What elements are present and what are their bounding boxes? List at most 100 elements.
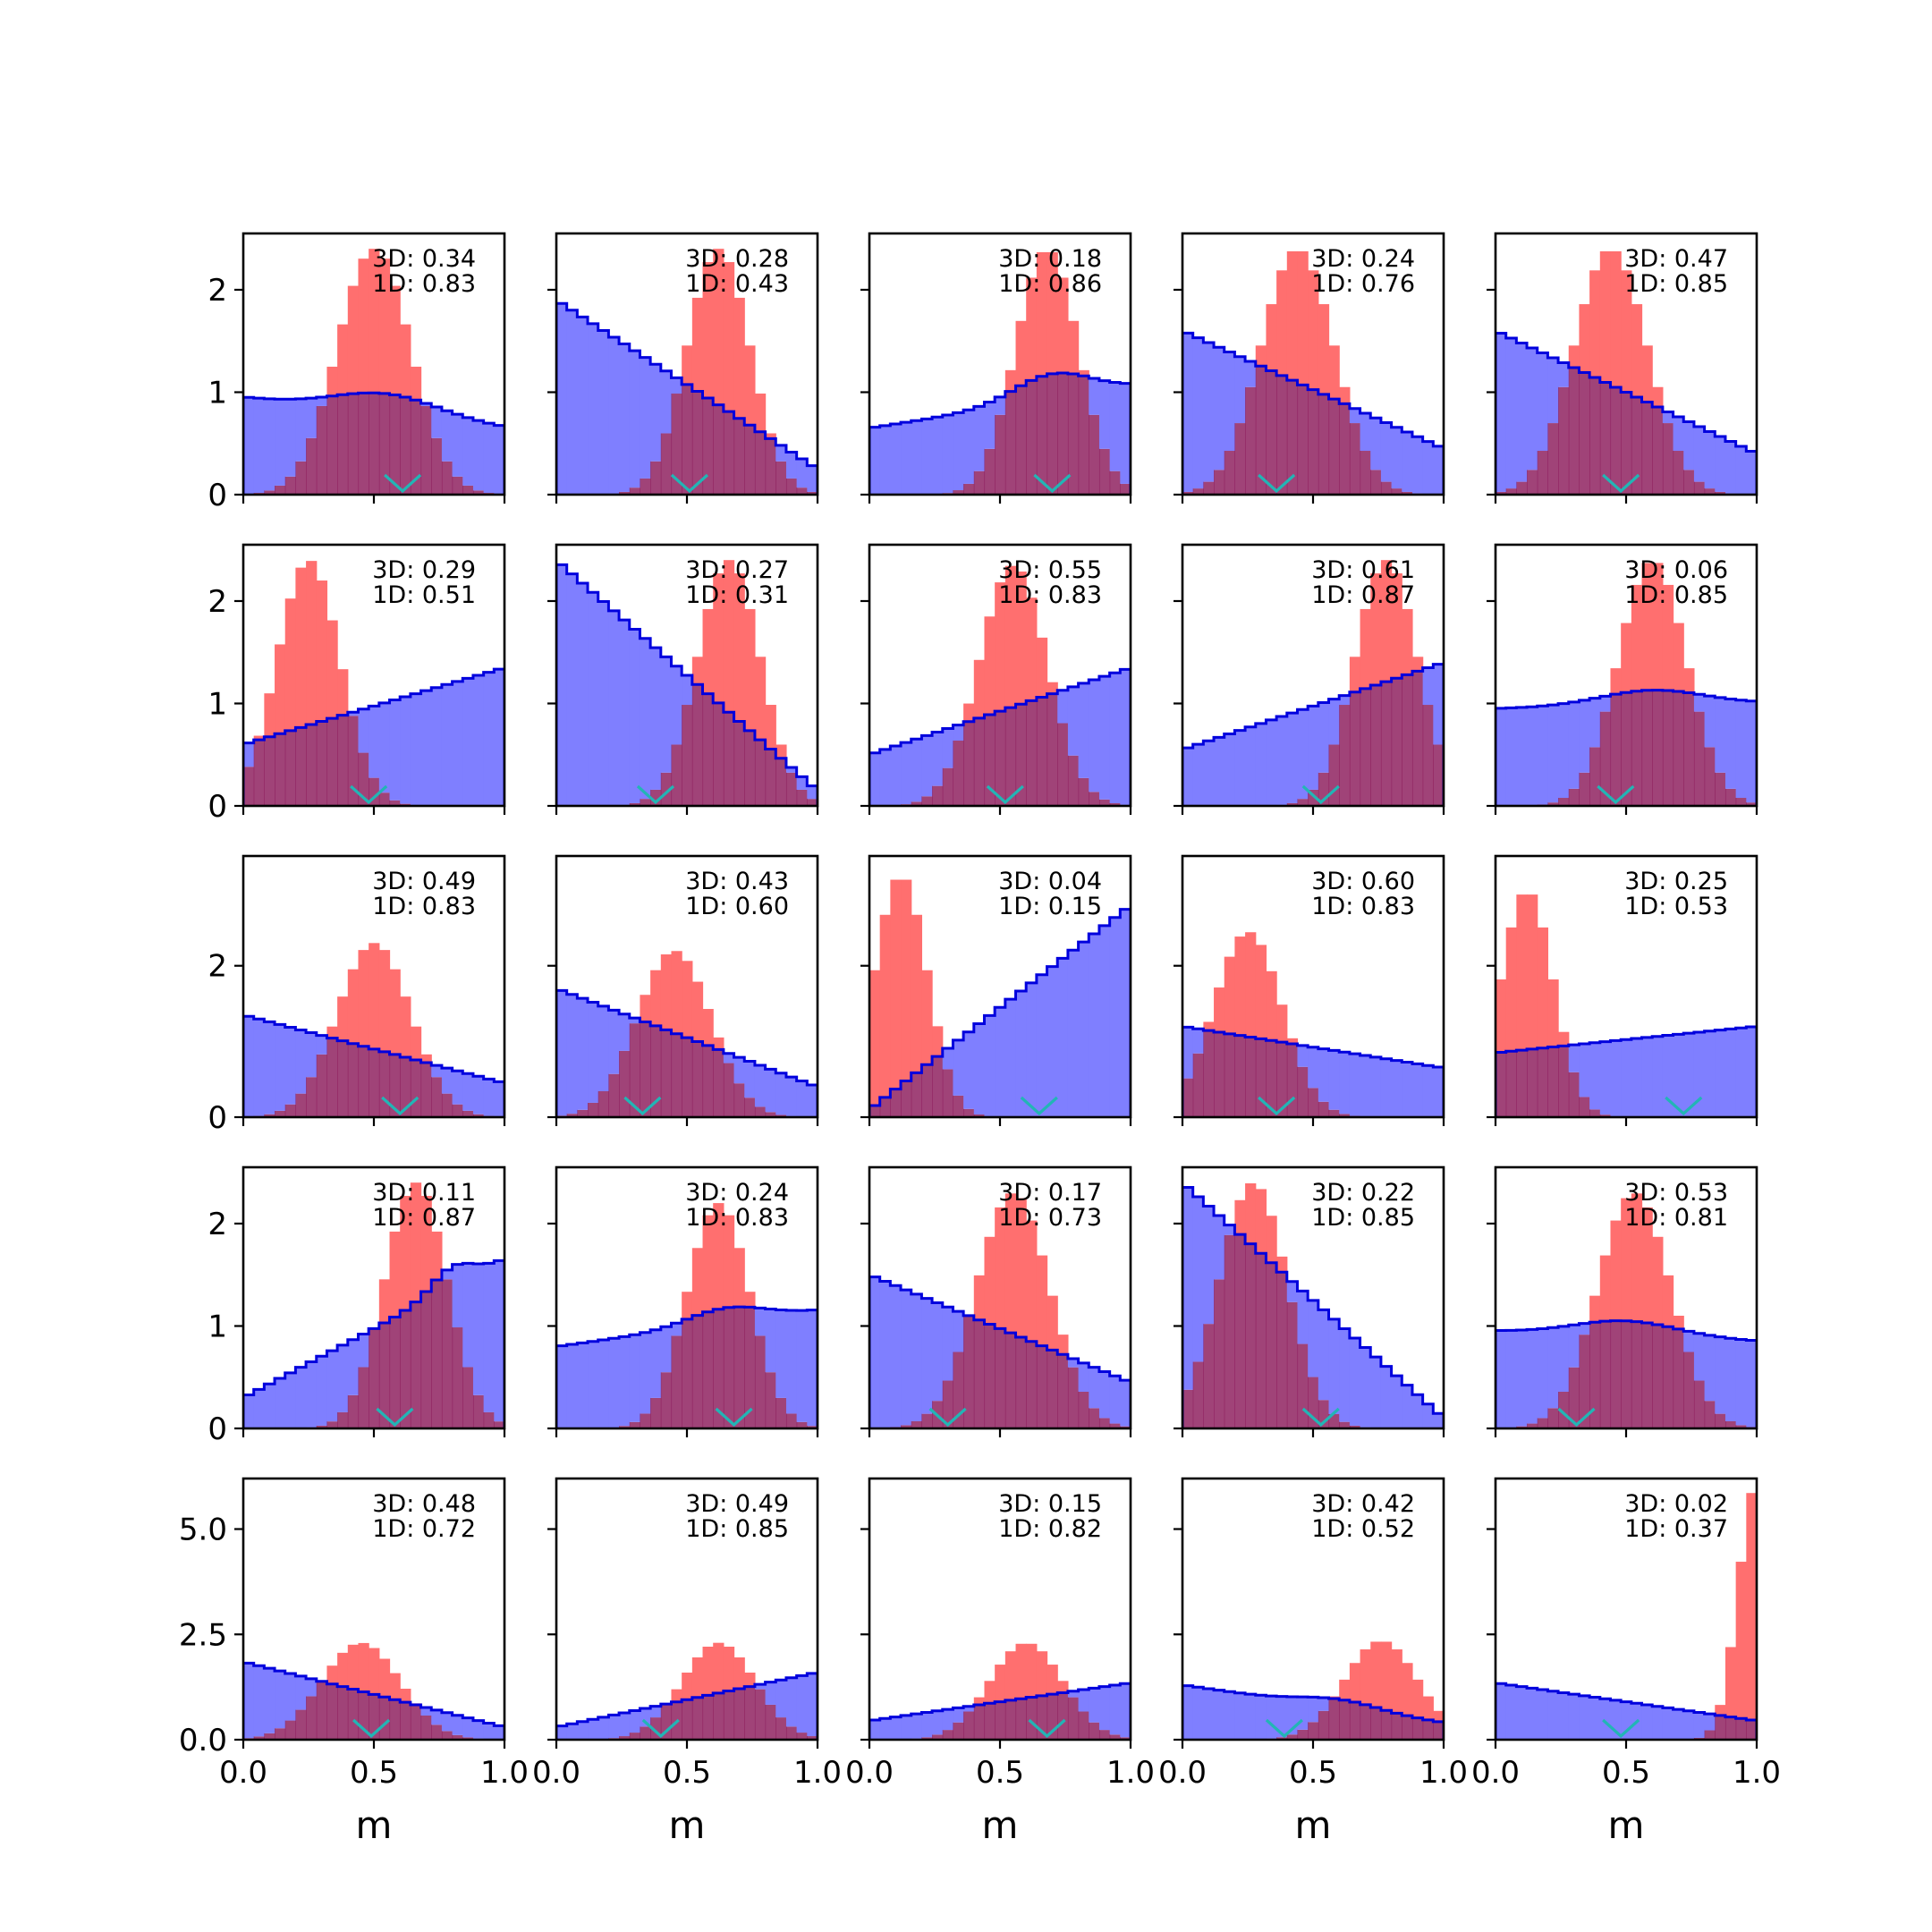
blue-bar: [1599, 1699, 1612, 1740]
blue-bar: [295, 1030, 307, 1094]
blue-bar: [483, 423, 495, 494]
overlap-bar: [400, 1056, 411, 1117]
overlap-bar: [441, 461, 453, 495]
blue-bar: [1547, 705, 1559, 803]
red-bar: [911, 914, 922, 1073]
blue-bar: [1735, 1028, 1747, 1117]
overlap-bar: [1089, 792, 1100, 806]
blue-step-outline: [556, 1305, 818, 1428]
blue-bar: [1693, 1712, 1706, 1738]
blue-bar: [1089, 1367, 1100, 1409]
overlap-bar: [973, 1114, 986, 1117]
overlap-bar: [1308, 1722, 1319, 1740]
blue-bar: [1089, 680, 1100, 792]
overlap-bar: [1015, 386, 1027, 495]
blue-bar: [869, 1719, 881, 1740]
overlap-bar: [347, 1689, 360, 1740]
blue-bar: [1120, 383, 1131, 484]
y-tick-label: 1: [208, 686, 227, 722]
marker-chevron: [1258, 1096, 1296, 1116]
blue-bar: [441, 1712, 453, 1732]
overlap-bar: [1026, 380, 1038, 495]
blue-step-outline: [1496, 1025, 1757, 1117]
blue-bar: [1182, 333, 1194, 492]
overlap-bar: [295, 461, 307, 495]
overlap-bar: [1547, 802, 1559, 806]
histogram-bars: [869, 1193, 1131, 1428]
red-bar: [1015, 320, 1027, 386]
annotation-1d: 1D: 0.82: [998, 1515, 1102, 1543]
blue-bar: [1234, 730, 1246, 806]
red-bar: [713, 573, 724, 703]
blue-bar: [577, 998, 589, 1110]
overlap-bar: [1641, 402, 1653, 495]
overlap-bar: [264, 736, 275, 806]
blue-bar: [1735, 699, 1747, 799]
overlap-bar: [243, 767, 255, 806]
overlap-bar: [1255, 366, 1267, 495]
blue-bar: [1245, 1694, 1257, 1740]
blue-bar: [1089, 1688, 1100, 1723]
red-bar: [358, 258, 369, 394]
overlap-bar: [337, 1411, 349, 1428]
blue-bar: [1380, 1058, 1393, 1117]
blue-bar: [921, 1712, 933, 1738]
x-tick-label: 0.5: [1289, 1755, 1337, 1791]
red-bar: [1276, 1256, 1288, 1273]
overlap-bar: [723, 411, 735, 495]
blue-bar: [1255, 723, 1267, 806]
blue-bar: [1203, 1688, 1215, 1740]
red-bar: [713, 249, 724, 405]
blue-bar: [1182, 1187, 1194, 1390]
overlap-bar: [1182, 1078, 1194, 1117]
blue-bar: [1537, 1328, 1548, 1419]
red-bar: [1724, 1647, 1737, 1717]
blue-bar: [441, 1068, 453, 1094]
overlap-bar: [1568, 1367, 1580, 1428]
blue-bar: [1318, 1048, 1330, 1102]
overlap-bar: [1599, 1114, 1612, 1117]
blue-bar: [1631, 1038, 1643, 1117]
overlap-bar: [1527, 1048, 1538, 1117]
overlap-bar: [306, 1696, 318, 1740]
red-bar: [1057, 277, 1069, 374]
x-axis-label: m: [982, 1803, 1019, 1847]
blue-step-outline: [556, 301, 818, 495]
overlap-bar: [1015, 1699, 1027, 1740]
overlap-bar: [1203, 1324, 1215, 1428]
blue-step-outline: [1496, 1682, 1757, 1740]
overlap-bar: [984, 448, 996, 495]
blue-bar: [1192, 1029, 1204, 1054]
red-bar: [1349, 1663, 1361, 1703]
overlap-bar: [1349, 423, 1361, 495]
red-bar: [326, 1665, 338, 1684]
blue-bar: [1693, 1333, 1706, 1381]
annotation-3d: 3D: 0.02: [1624, 1490, 1728, 1518]
overlap-bar: [973, 1705, 986, 1740]
blue-bar: [765, 1309, 776, 1373]
red-bar: [1589, 270, 1601, 378]
red-bar: [984, 616, 996, 715]
overlap-bar: [1026, 1697, 1038, 1740]
overlap-bar: [1109, 803, 1121, 806]
overlap-bar: [1360, 1704, 1371, 1740]
blue-bar: [1496, 1330, 1507, 1428]
overlap-bar: [713, 1309, 724, 1428]
red-bar: [1641, 1207, 1653, 1324]
blue-bar: [1547, 1690, 1559, 1740]
marker-chevron: [1301, 784, 1340, 805]
overlap-bar: [1046, 373, 1058, 495]
overlap-bar: [629, 1733, 641, 1740]
red-bar: [284, 598, 296, 731]
red-bar: [754, 657, 767, 741]
histogram-bars: [1182, 1641, 1444, 1740]
annotation-3d: 3D: 0.17: [998, 1179, 1102, 1207]
blue-bar: [431, 407, 443, 438]
overlap-bar: [462, 485, 474, 495]
red-bar: [995, 1665, 1006, 1702]
overlap-bar: [1746, 1719, 1757, 1740]
blue-bar: [1558, 362, 1570, 387]
